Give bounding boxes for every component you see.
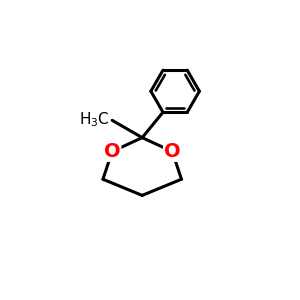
Text: H$_3$C: H$_3$C	[79, 110, 110, 128]
Text: O: O	[104, 142, 121, 161]
Text: O: O	[164, 142, 181, 161]
